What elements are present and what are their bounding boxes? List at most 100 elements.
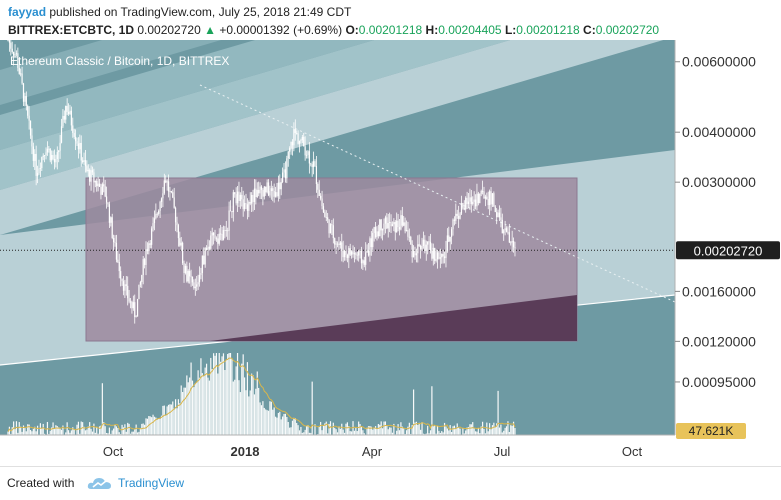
candle-body (19, 68, 20, 74)
volume-bar (182, 392, 183, 435)
candle-body (303, 137, 304, 146)
candle-body (203, 256, 204, 265)
candle-body (388, 223, 389, 228)
candle-body (26, 96, 27, 106)
candle-body (38, 168, 39, 173)
candle-body (233, 192, 234, 212)
volume-bar (261, 405, 262, 435)
volume-bar (506, 426, 507, 435)
volume-bar (271, 402, 272, 435)
tradingview-brand[interactable]: TradingView (118, 476, 184, 490)
candle-body (383, 224, 384, 229)
volume-bar (495, 427, 496, 435)
candle-body (34, 154, 35, 161)
candle-body (512, 241, 513, 242)
candle-body (31, 136, 32, 147)
candle-body (75, 137, 76, 141)
volume-bar (292, 421, 293, 435)
candle-body (221, 234, 222, 240)
candle-body (130, 302, 131, 303)
candle-body (51, 155, 52, 160)
volume-bar (24, 428, 25, 435)
volume-bar (319, 427, 320, 435)
candle-body (371, 238, 372, 247)
candle-body (285, 169, 286, 178)
candle-body (367, 250, 368, 252)
candle-body (264, 187, 265, 197)
volume-bar (181, 385, 182, 435)
candle-body (240, 195, 241, 201)
candle-body (376, 231, 377, 237)
candle-body (9, 40, 10, 42)
candle-body (500, 217, 501, 220)
candle-body (458, 216, 459, 219)
price-chart[interactable]: Ethereum Classic / Bitcoin, 1D, BITTREX … (0, 40, 781, 466)
volume-bar (143, 423, 144, 435)
volume-bar (67, 422, 68, 435)
candle-body (24, 96, 25, 102)
candle-body (81, 143, 82, 161)
candle-body (89, 170, 90, 182)
candle-body (55, 159, 56, 162)
low-label: L: (505, 23, 516, 37)
volume-bar (167, 406, 168, 435)
candle-body (164, 180, 165, 193)
candle-body (255, 189, 256, 197)
candle-body (424, 240, 425, 251)
volume-bar (117, 428, 118, 435)
candle-body (409, 237, 410, 238)
candle-body (117, 260, 118, 262)
candle-body (300, 140, 301, 141)
candle-body (296, 133, 297, 134)
time-axis[interactable] (0, 435, 675, 466)
volume-bar (389, 427, 390, 435)
volume-bar (248, 396, 249, 435)
volume-bar (386, 425, 387, 435)
volume-bar (288, 422, 289, 435)
volume-bar (223, 353, 224, 435)
candle-body (323, 206, 324, 212)
candle-body (216, 238, 217, 239)
candle-body (245, 203, 246, 204)
candle-body (372, 233, 373, 247)
candle-body (492, 193, 493, 204)
volume-bar (357, 431, 358, 435)
volume-bar (471, 424, 472, 435)
candle-body (106, 196, 107, 202)
author-link[interactable]: fayyad (8, 5, 46, 19)
candle-body (127, 286, 128, 298)
volume-bar (500, 425, 501, 435)
volume-bar (320, 422, 321, 435)
candle-body (217, 238, 218, 243)
volume-bar (283, 414, 284, 435)
volume-bar (226, 360, 227, 435)
candle-body (52, 155, 53, 159)
volume-bar (134, 429, 135, 435)
volume-bar (221, 356, 222, 435)
volume-bar (252, 375, 253, 435)
candle-body (68, 112, 69, 114)
volume-bar (57, 426, 58, 435)
candle-body (44, 155, 45, 156)
close-label: C: (583, 23, 596, 37)
volume-bar (189, 378, 190, 435)
volume-bar (224, 370, 225, 435)
price-tick-label: 0.00300000 (682, 174, 756, 190)
candle-body (154, 218, 155, 223)
candle-body (475, 200, 476, 207)
candle-body (93, 172, 94, 182)
candle-body (179, 238, 180, 245)
candle-body (400, 215, 401, 229)
candle-body (506, 228, 507, 232)
volume-bar (164, 406, 165, 435)
candle-body (419, 244, 420, 245)
candle-body (420, 246, 421, 250)
candle-body (299, 141, 300, 144)
candle-body (72, 125, 73, 133)
candle-body (121, 279, 122, 282)
volume-bar (23, 425, 24, 435)
candle-body (147, 249, 148, 251)
candle-body (493, 193, 494, 206)
candle-body (136, 317, 137, 318)
candle-body (47, 149, 48, 152)
